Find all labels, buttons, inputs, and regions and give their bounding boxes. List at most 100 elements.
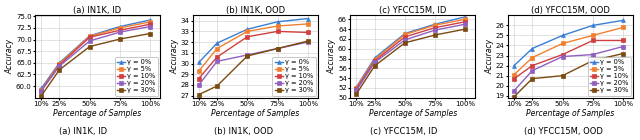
γ = 0% bbox=[510, 65, 518, 66]
X-axis label: Percentage of Samples: Percentage of Samples bbox=[211, 109, 300, 118]
γ = 30% bbox=[559, 75, 566, 76]
γ = 20% bbox=[86, 40, 93, 42]
γ = 30% bbox=[37, 95, 45, 97]
Title: (c) YFCC15M, ID: (c) YFCC15M, ID bbox=[379, 6, 447, 15]
γ = 20% bbox=[510, 90, 518, 92]
Line: γ = 5%: γ = 5% bbox=[197, 22, 310, 73]
γ = 30% bbox=[116, 38, 124, 40]
γ = 10% bbox=[56, 64, 63, 66]
γ = 10% bbox=[147, 23, 154, 25]
γ = 30% bbox=[371, 65, 378, 67]
γ = 30% bbox=[510, 96, 518, 98]
γ = 10% bbox=[195, 78, 203, 79]
γ = 20% bbox=[274, 48, 282, 49]
Line: γ = 30%: γ = 30% bbox=[512, 52, 625, 99]
γ = 30% bbox=[589, 60, 596, 61]
X-axis label: Percentage of Samples: Percentage of Samples bbox=[369, 109, 457, 118]
γ = 0% bbox=[56, 62, 63, 64]
Title: (b) IN1K, OOD: (b) IN1K, OOD bbox=[225, 6, 285, 15]
γ = 20% bbox=[116, 31, 124, 33]
γ = 20% bbox=[37, 90, 45, 92]
γ = 5% bbox=[510, 74, 518, 75]
γ = 10% bbox=[461, 21, 469, 23]
γ = 20% bbox=[559, 56, 566, 57]
γ = 0% bbox=[559, 35, 566, 36]
γ = 30% bbox=[86, 46, 93, 47]
γ = 20% bbox=[620, 46, 627, 47]
γ = 10% bbox=[431, 27, 439, 28]
Line: γ = 0%: γ = 0% bbox=[512, 18, 625, 68]
Line: γ = 0%: γ = 0% bbox=[39, 18, 152, 90]
γ = 30% bbox=[401, 42, 409, 44]
γ = 10% bbox=[353, 88, 360, 90]
γ = 0% bbox=[431, 23, 439, 25]
γ = 5% bbox=[213, 48, 221, 49]
γ = 0% bbox=[529, 48, 536, 49]
Text: (a) IN1K, ID: (a) IN1K, ID bbox=[59, 127, 108, 136]
γ = 30% bbox=[431, 34, 439, 36]
γ = 5% bbox=[56, 63, 63, 65]
Line: γ = 10%: γ = 10% bbox=[355, 20, 467, 91]
γ = 20% bbox=[353, 90, 360, 91]
Line: γ = 0%: γ = 0% bbox=[197, 17, 310, 64]
Line: γ = 30%: γ = 30% bbox=[197, 39, 310, 96]
γ = 0% bbox=[589, 24, 596, 26]
γ = 5% bbox=[620, 27, 627, 28]
Legend: γ = 0%, γ = 5%, γ = 10%, γ = 20%, γ = 30%: γ = 0%, γ = 5%, γ = 10%, γ = 20%, γ = 30… bbox=[273, 57, 316, 96]
Line: γ = 30%: γ = 30% bbox=[355, 27, 467, 96]
γ = 20% bbox=[529, 70, 536, 72]
γ = 30% bbox=[213, 85, 221, 87]
γ = 10% bbox=[401, 36, 409, 38]
γ = 20% bbox=[213, 60, 221, 62]
Line: γ = 10%: γ = 10% bbox=[39, 22, 152, 93]
γ = 20% bbox=[401, 39, 409, 41]
γ = 20% bbox=[461, 23, 469, 25]
γ = 30% bbox=[195, 94, 203, 95]
Text: (d) YFCC15M, OOD: (d) YFCC15M, OOD bbox=[524, 127, 603, 136]
γ = 20% bbox=[147, 26, 154, 27]
γ = 5% bbox=[589, 35, 596, 36]
γ = 0% bbox=[243, 28, 251, 30]
γ = 0% bbox=[147, 19, 154, 21]
γ = 0% bbox=[461, 16, 469, 18]
Y-axis label: Accuracy: Accuracy bbox=[170, 39, 179, 74]
Text: (b) IN1K, OOD: (b) IN1K, OOD bbox=[214, 127, 273, 136]
γ = 5% bbox=[529, 57, 536, 58]
X-axis label: Percentage of Samples: Percentage of Samples bbox=[53, 109, 141, 118]
Legend: γ = 0%, γ = 5%, γ = 10%, γ = 20%, γ = 30%: γ = 0%, γ = 5%, γ = 10%, γ = 20%, γ = 30… bbox=[115, 57, 158, 96]
γ = 20% bbox=[371, 62, 378, 63]
Line: γ = 20%: γ = 20% bbox=[39, 24, 152, 93]
γ = 30% bbox=[620, 53, 627, 54]
γ = 10% bbox=[510, 78, 518, 80]
Text: (c) YFCC15M, ID: (c) YFCC15M, ID bbox=[369, 127, 437, 136]
γ = 30% bbox=[56, 69, 63, 71]
γ = 10% bbox=[589, 40, 596, 41]
γ = 10% bbox=[559, 54, 566, 55]
Y-axis label: Accuracy: Accuracy bbox=[485, 39, 494, 74]
γ = 10% bbox=[371, 60, 378, 62]
γ = 5% bbox=[431, 24, 439, 26]
Legend: γ = 0%, γ = 5%, γ = 10%, γ = 20%, γ = 30%: γ = 0%, γ = 5%, γ = 10%, γ = 20%, γ = 30… bbox=[588, 57, 631, 96]
γ = 0% bbox=[86, 35, 93, 37]
Line: γ = 30%: γ = 30% bbox=[39, 32, 152, 98]
γ = 20% bbox=[431, 29, 439, 31]
Line: γ = 5%: γ = 5% bbox=[512, 25, 625, 77]
Line: γ = 10%: γ = 10% bbox=[512, 38, 625, 81]
γ = 20% bbox=[243, 54, 251, 56]
γ = 10% bbox=[116, 29, 124, 31]
γ = 10% bbox=[274, 31, 282, 32]
γ = 0% bbox=[353, 86, 360, 88]
γ = 5% bbox=[559, 43, 566, 44]
γ = 0% bbox=[37, 88, 45, 89]
γ = 0% bbox=[371, 57, 378, 59]
Line: γ = 10%: γ = 10% bbox=[197, 29, 310, 80]
γ = 10% bbox=[213, 56, 221, 58]
γ = 20% bbox=[304, 41, 312, 43]
Y-axis label: Accuracy: Accuracy bbox=[6, 39, 15, 74]
Line: γ = 20%: γ = 20% bbox=[355, 22, 467, 92]
γ = 5% bbox=[401, 34, 409, 35]
γ = 10% bbox=[86, 36, 93, 38]
γ = 30% bbox=[274, 48, 282, 49]
γ = 10% bbox=[529, 65, 536, 66]
γ = 0% bbox=[116, 26, 124, 27]
